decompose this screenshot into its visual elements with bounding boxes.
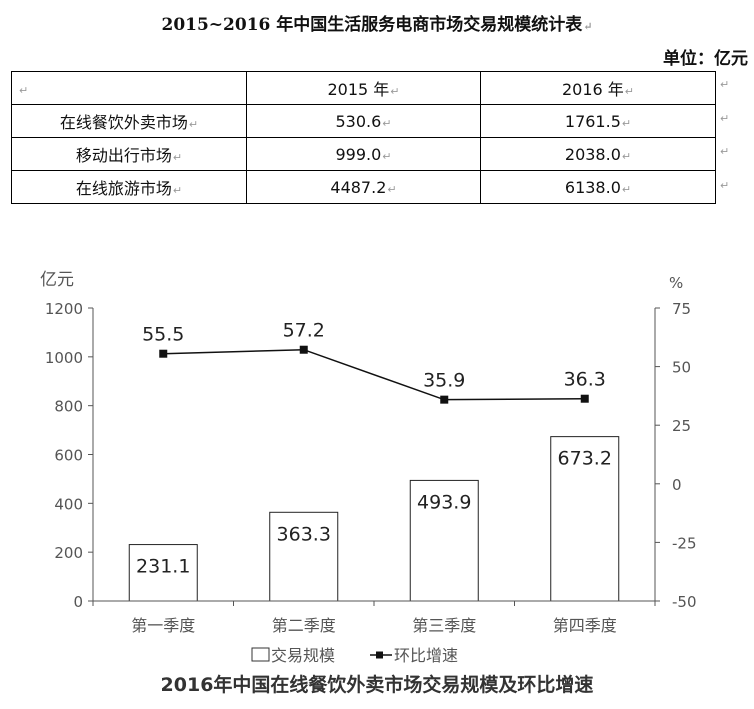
paragraph-mark: ↵ [624, 85, 635, 98]
y-tick-label: 1200 [45, 300, 83, 318]
paragraph-mark: ↵ [172, 151, 183, 164]
line-point [299, 345, 308, 354]
y2-tick-label: 75 [672, 300, 691, 318]
cell-2015: 999.0↵ [246, 137, 481, 171]
y2-tick-label: 50 [672, 359, 691, 377]
bar [128, 544, 198, 602]
bar-data-label: 493.9 [417, 491, 471, 513]
y-tick-label: 1000 [45, 349, 83, 367]
y2-tick-label: 25 [672, 417, 691, 435]
y-axis-label: 亿元 [40, 270, 74, 290]
y-tick-label: 0 [73, 593, 83, 611]
chart-title: 2016年中国在线餐饮外卖市场交易规模及环比增速 [161, 673, 594, 696]
paragraph-mark: ↵ [382, 149, 392, 163]
x-tick-label: 第四季度 [553, 616, 617, 635]
y2-tick-label: -50 [672, 593, 697, 611]
paragraph-mark: ↵ [19, 83, 29, 97]
line-data-label: 35.9 [423, 370, 465, 392]
line-point [580, 394, 589, 403]
y-tick-label: 600 [54, 447, 83, 465]
combo-chart: 亿元 % 0 200 400 600 800 1000 1200 -50 -25 0 25 50 75… [40, 270, 697, 696]
y2-tick-label: -25 [672, 534, 697, 552]
line-data-label: 36.3 [564, 369, 606, 391]
y-tick-label: 800 [54, 398, 83, 416]
legend-line-marker [376, 651, 383, 659]
y2-tick-label: 0 [672, 476, 682, 494]
paragraph-mark: ↵ [720, 145, 730, 158]
line-data-label: 57.2 [283, 320, 325, 342]
legend-bar-label: 交易规模 [271, 646, 335, 665]
header-cell-2016: 2016 年↵ [480, 71, 716, 105]
row-label: 移动出行市场↵ [11, 137, 247, 171]
unit-label: 单位：亿元 [663, 49, 748, 69]
bar [409, 479, 479, 602]
document-title: 2015~2016 年中国生活服务电商市场交易规模统计表↵ [161, 15, 593, 35]
paragraph-mark: ↵ [621, 182, 632, 196]
cell-2015: 530.6↵ [246, 104, 481, 138]
statistics-table: ↵ 2015 年↵ 2016 年↵ 在线餐饮外卖市场↵ 530.6↵ 1761.… [11, 71, 716, 204]
line-point [440, 395, 449, 404]
row-label: 在线旅游市场↵ [11, 170, 247, 204]
paragraph-mark: ↵ [720, 179, 730, 192]
legend-line-label: 环比增速 [394, 646, 458, 665]
paragraph-mark: ↵ [720, 78, 730, 91]
table-row: 移动出行市场↵ 999.0↵ 2038.0↵ [11, 137, 716, 171]
table-row: 在线旅游市场↵ 4487.2↵ 6138.0↵ [11, 170, 716, 204]
bar-data-label: 673.2 [558, 448, 612, 470]
cell-2016: 1761.5↵ [480, 104, 716, 138]
cell-2016: 6138.0↵ [480, 170, 716, 204]
y2-axis-label: % [669, 274, 683, 292]
header-cell-2015: 2015 年↵ [246, 71, 481, 105]
bar [269, 511, 339, 602]
x-tick-label: 第一季度 [131, 616, 195, 635]
growth-line [163, 348, 585, 401]
line-data-label: 55.5 [142, 324, 184, 346]
paragraph-mark: ↵ [621, 149, 632, 163]
legend: 交易规模 环比增速 [251, 646, 458, 665]
paragraph-mark: ↵ [583, 20, 593, 33]
paragraph-mark: ↵ [172, 184, 183, 197]
x-tick-label: 第二季度 [272, 616, 336, 635]
paragraph-mark: ↵ [390, 85, 400, 98]
paragraph-mark: ↵ [382, 116, 392, 130]
y-tick-label: 400 [54, 495, 83, 513]
table-header-row: ↵ 2015 年↵ 2016 年↵ [11, 71, 716, 105]
line-point [159, 349, 168, 358]
table-row: 在线餐饮外卖市场↵ 530.6↵ 1761.5↵ [11, 104, 716, 138]
cell-2015: 4487.2↵ [246, 170, 481, 204]
bar-data-label: 231.1 [136, 556, 190, 578]
paragraph-mark: ↵ [720, 112, 730, 125]
row-label: 在线餐饮外卖市场↵ [11, 104, 247, 138]
paragraph-mark: ↵ [387, 182, 397, 196]
legend-bar-swatch [251, 647, 270, 662]
header-cell-blank: ↵ [11, 71, 247, 105]
cell-2016: 2038.0↵ [480, 137, 716, 171]
y-tick-label: 200 [54, 544, 83, 562]
paragraph-mark: ↵ [621, 116, 632, 130]
x-tick-label: 第三季度 [412, 616, 476, 635]
bar-data-label: 363.3 [277, 523, 331, 545]
paragraph-mark: ↵ [188, 118, 199, 131]
